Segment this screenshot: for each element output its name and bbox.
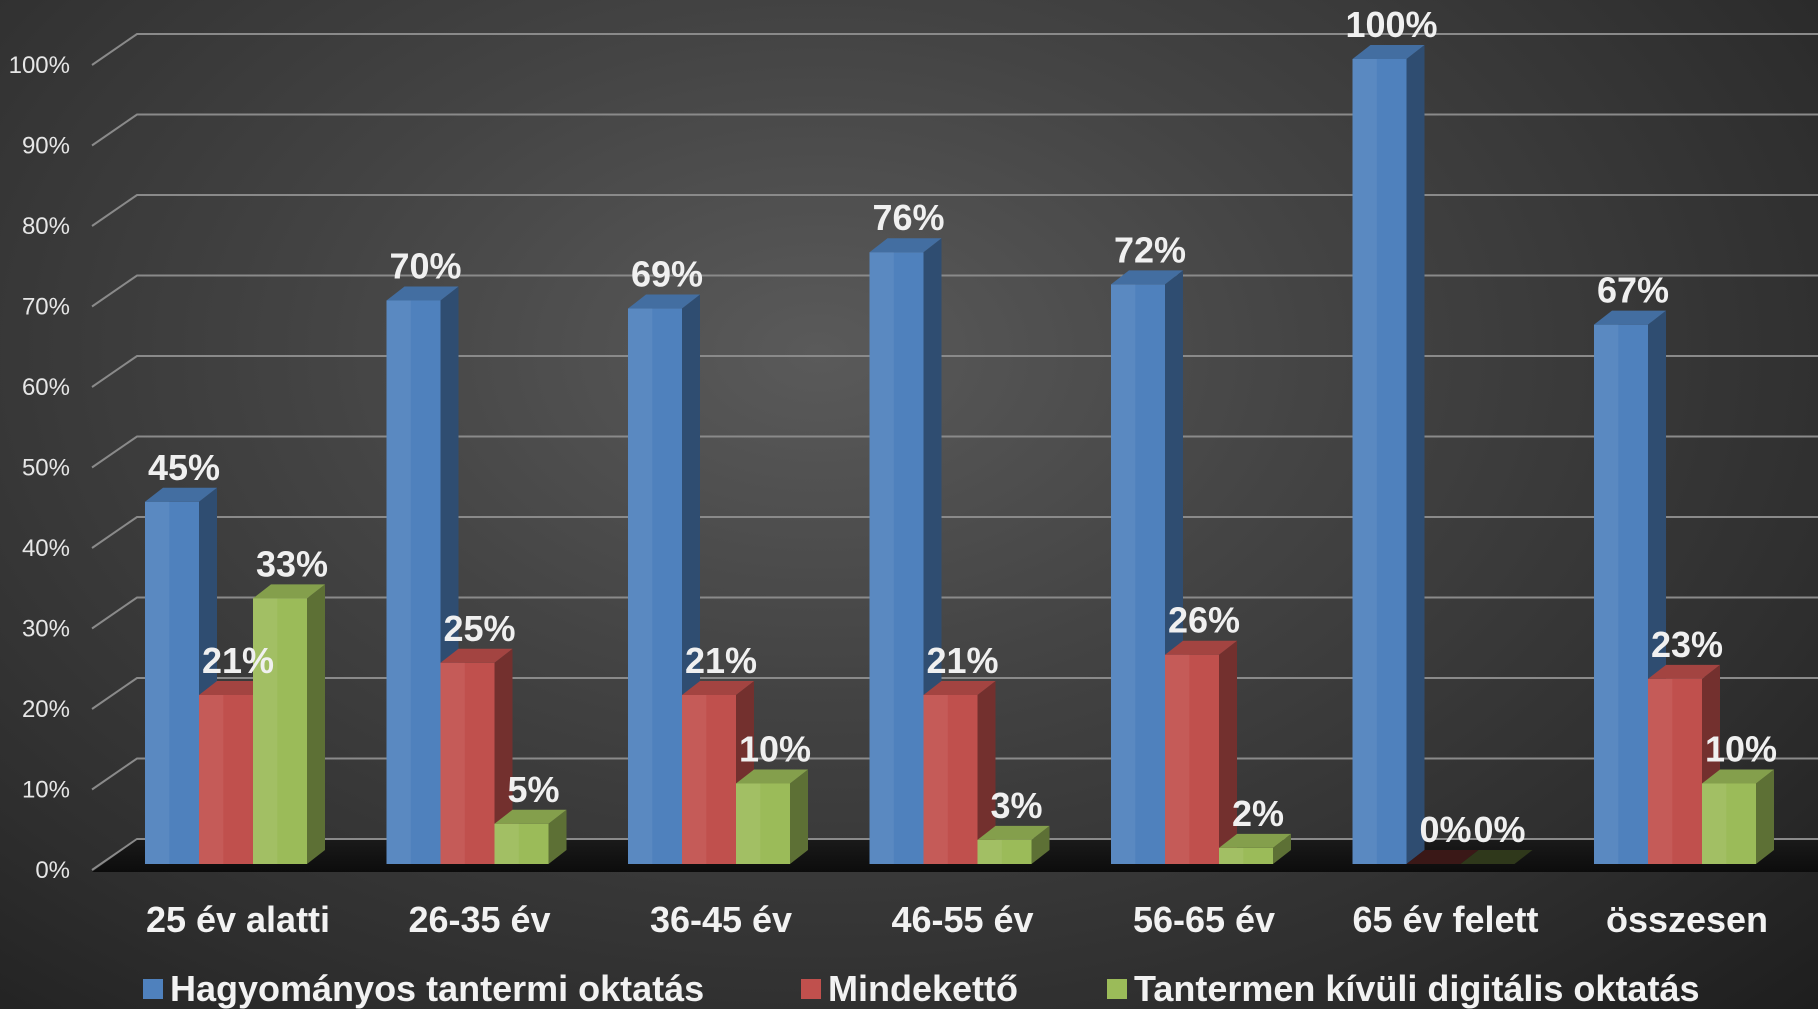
x-tick-label: 36-45 év [650,899,792,940]
bar-highlight [145,502,169,864]
data-label: 67% [1597,270,1669,311]
data-label: 23% [1651,624,1723,665]
legend-swatch [801,979,821,999]
bar-highlight [1219,848,1243,864]
gridline [92,598,1818,629]
bar [1165,641,1237,864]
bar-highlight [1702,784,1726,865]
y-tick-label: 20% [22,696,70,723]
legend-swatch [143,979,163,999]
data-label: 70% [389,246,461,287]
bar-highlight [199,695,223,864]
legend: Hagyományos tantermi oktatás Mindekettő Ta… [143,968,1700,1009]
bar-highlight [441,663,465,864]
gridline [92,517,1818,548]
bar-highlight [1353,59,1377,864]
bar-highlight [495,824,519,864]
bar-highlight [736,784,760,865]
y-tick-label: 40% [22,535,70,562]
gridline [92,195,1818,226]
x-tick-label: 65 év felett [1352,899,1538,940]
bar-highlight [1165,655,1189,864]
y-tick-label: 60% [22,374,70,401]
bar-highlight [1594,325,1618,864]
data-label: 10% [739,729,811,770]
gridline [92,115,1818,146]
y-tick-label: 0% [35,857,70,884]
x-tick-label: 25 év alatti [146,899,330,940]
data-label: 0% [1419,809,1471,850]
legend-swatch [1107,979,1127,999]
data-label: 26% [1168,600,1240,641]
y-tick-label: 50% [22,455,70,482]
bar-side [1756,770,1774,865]
gridline [92,34,1818,65]
legend-entry: Tantermen kívüli digitális oktatás [1107,968,1700,1009]
data-label: 25% [443,608,515,649]
data-label: 72% [1114,229,1186,270]
data-label: 3% [990,785,1042,826]
bar [978,826,1050,864]
bar-highlight [1111,284,1135,864]
bar-highlight [682,695,706,864]
y-tick-label: 70% [22,294,70,321]
data-label: 5% [507,769,559,810]
data-label: 45% [148,447,220,488]
bar [495,810,567,864]
x-tick-label: összesen [1606,899,1768,940]
gridline [92,356,1818,387]
bar-highlight [1648,679,1672,864]
data-label: 0% [1473,809,1525,850]
legend-label: Tantermen kívüli digitális oktatás [1134,968,1700,1009]
bar-side [790,770,808,865]
gridline [92,276,1818,307]
x-tick-label: 56-65 év [1133,899,1275,940]
bar-highlight [924,695,948,864]
data-label: 76% [872,197,944,238]
x-axis-ticks: 25 év alatti 26-35 év 36-45 év 46-55 év 56-6… [146,899,1768,940]
y-tick-label: 90% [22,133,70,160]
y-axis-ticks: 0% 10% 20% 30% 40% 50% 60% 70% 80% 90% 100% [9,52,70,884]
x-tick-label: 46-55 év [891,899,1033,940]
y-tick-label: 100% [9,52,70,79]
legend-entry: Mindekettő [801,968,1018,1009]
bar [1353,45,1425,864]
data-label: 2% [1232,793,1284,834]
y-tick-label: 30% [22,616,70,643]
bar [736,770,808,865]
y-tick-label: 10% [22,777,70,804]
bar-side [307,584,325,864]
data-label: 10% [1705,729,1777,770]
bar [1702,770,1774,865]
data-label: 21% [926,640,998,681]
bar-side [1407,45,1425,864]
data-label: 21% [685,640,757,681]
data-label: 21% [202,640,274,681]
bar-highlight [628,309,652,864]
legend-entry: Hagyományos tantermi oktatás [143,968,704,1009]
data-label: 33% [256,543,328,584]
legend-label: Mindekettő [828,968,1018,1009]
bar [253,584,325,864]
gridline [92,437,1818,468]
data-label: 100% [1345,4,1437,45]
bars [145,45,1774,864]
bar-highlight [253,598,277,864]
bar-highlight [387,301,411,865]
bar-highlight [978,840,1002,864]
bar-highlight [870,252,894,864]
y-tick-label: 80% [22,213,70,240]
legend-label: Hagyományos tantermi oktatás [170,968,704,1009]
data-label: 69% [631,254,703,295]
x-tick-label: 26-35 év [408,899,550,940]
